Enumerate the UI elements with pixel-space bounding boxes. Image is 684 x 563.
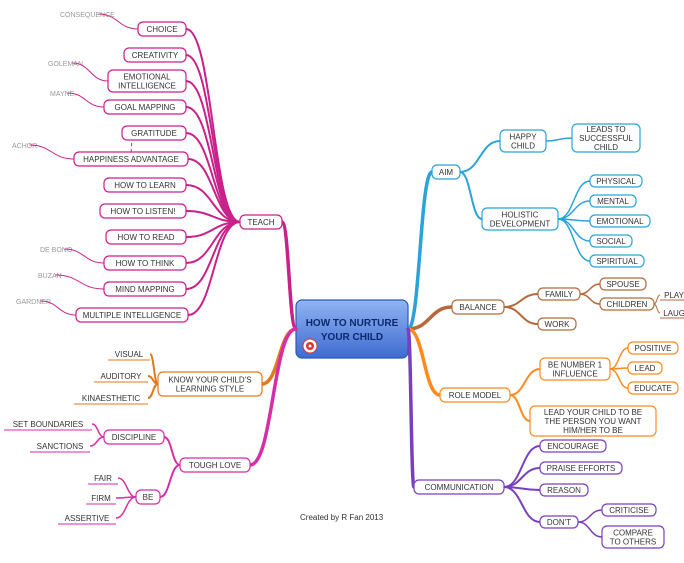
node-label: THE PERSON YOU WANT — [545, 417, 642, 426]
node-label: FIRM — [91, 494, 111, 503]
node-label: HOW TO READ — [117, 233, 174, 242]
node-label: FAMILY — [545, 290, 574, 299]
node-label: TO OTHERS — [610, 538, 657, 547]
node-label: PHYSICAL — [596, 177, 636, 186]
node-label: CHILDREN — [607, 300, 648, 309]
node-label: FAIR — [94, 474, 112, 483]
node-label: INTELLIGENCE — [118, 82, 176, 91]
node-label: DON'T — [547, 518, 571, 527]
branch-label: KNOW YOUR CHILD'S — [168, 376, 251, 385]
node-label: HOW TO LISTEN! — [110, 207, 175, 216]
node-label: MIND MAPPING — [115, 285, 175, 294]
node-label: HAPPY — [509, 133, 537, 142]
node-label: WORK — [545, 320, 571, 329]
node-label: HAPPINESS ADVANTAGE — [83, 155, 179, 164]
node-label: GRATITUDE — [131, 129, 177, 138]
node-label: CREATIVITY — [132, 51, 179, 60]
node-label: HOW TO THINK — [116, 259, 175, 268]
node-label: SANCTIONS — [37, 442, 84, 451]
node-label: BE — [143, 493, 154, 502]
center-title-1: HOW TO NURTURE — [306, 318, 399, 329]
node-label: SET BOUNDARIES — [13, 420, 84, 429]
node-label: LAUGH — [663, 309, 684, 318]
branch-label: BALANCE — [459, 303, 496, 312]
credit-text: Created by R Fan 2013 — [300, 513, 384, 522]
node-label: KINAESTHETIC — [82, 394, 140, 403]
node-label: INFLUENCE — [552, 370, 597, 379]
node-label: ASSERTIVE — [65, 514, 110, 523]
node-label: EMOTIONAL — [596, 217, 644, 226]
node-label: BE NUMBER 1 — [548, 361, 603, 370]
node-label: ENCOURAGE — [547, 442, 599, 451]
node-label: MENTAL — [597, 197, 629, 206]
node-label: CHILD — [594, 143, 618, 152]
node-label: PRAISE EFFORTS — [547, 464, 616, 473]
branch-label: LEARNING STYLE — [176, 385, 244, 394]
node-label: MULTIPLE INTELLIGENCE — [83, 311, 182, 320]
branch-label: TOUGH LOVE — [189, 461, 241, 470]
node-annotation: GOLEMAN — [48, 61, 83, 68]
node-label: CHOICE — [146, 25, 177, 34]
branch-label: ROLE MODEL — [449, 391, 502, 400]
node-label: HIM/HER TO BE — [563, 426, 623, 435]
node-annotation: GARDNER — [16, 299, 51, 306]
node-annotation: DE BONO — [40, 247, 73, 254]
node-label: POSITIVE — [635, 344, 672, 353]
branch-label: AIM — [439, 168, 454, 177]
node-label: CHILD — [511, 142, 535, 151]
node-label: LEADS TO — [586, 125, 625, 134]
mindmap-canvas: HOW TO NURTURE YOUR CHILD Created by R Fan… — [0, 0, 684, 563]
node-label: HOLISTIC — [502, 211, 539, 220]
node-label: AUDITORY — [100, 372, 142, 381]
node-annotation: ACHOR — [12, 143, 37, 150]
node-label: REASON — [547, 486, 581, 495]
node-label: VISUAL — [115, 350, 144, 359]
node-label: HOW TO LEARN — [114, 181, 176, 190]
node-label: CRITICISE — [609, 506, 649, 515]
branch-label: COMMUNICATION — [425, 483, 494, 492]
node-label: EDUCATE — [634, 384, 672, 393]
node-annotation: MAYNE — [50, 91, 75, 98]
center-title-2: YOUR CHILD — [321, 332, 383, 343]
node-label: DISCIPLINE — [112, 433, 156, 442]
node-label: GOAL MAPPING — [114, 103, 175, 112]
node-label: SUCCESSFUL — [579, 134, 633, 143]
node-label: LEAD YOUR CHILD TO BE — [544, 408, 642, 417]
node-label: DEVELOPMENT — [490, 220, 551, 229]
node-label: LEAD — [635, 364, 656, 373]
node-annotation: BUZAN — [38, 273, 62, 280]
node-label: EMOTIONAL — [123, 73, 171, 82]
node-label: SPOUSE — [606, 280, 639, 289]
branch-label: TEACH — [247, 218, 274, 227]
node-label: SPIRITUAL — [596, 257, 638, 266]
node-label: SOCIAL — [596, 237, 626, 246]
node-label: COMPARE — [613, 529, 653, 538]
node-label: PLAY — [664, 291, 684, 300]
